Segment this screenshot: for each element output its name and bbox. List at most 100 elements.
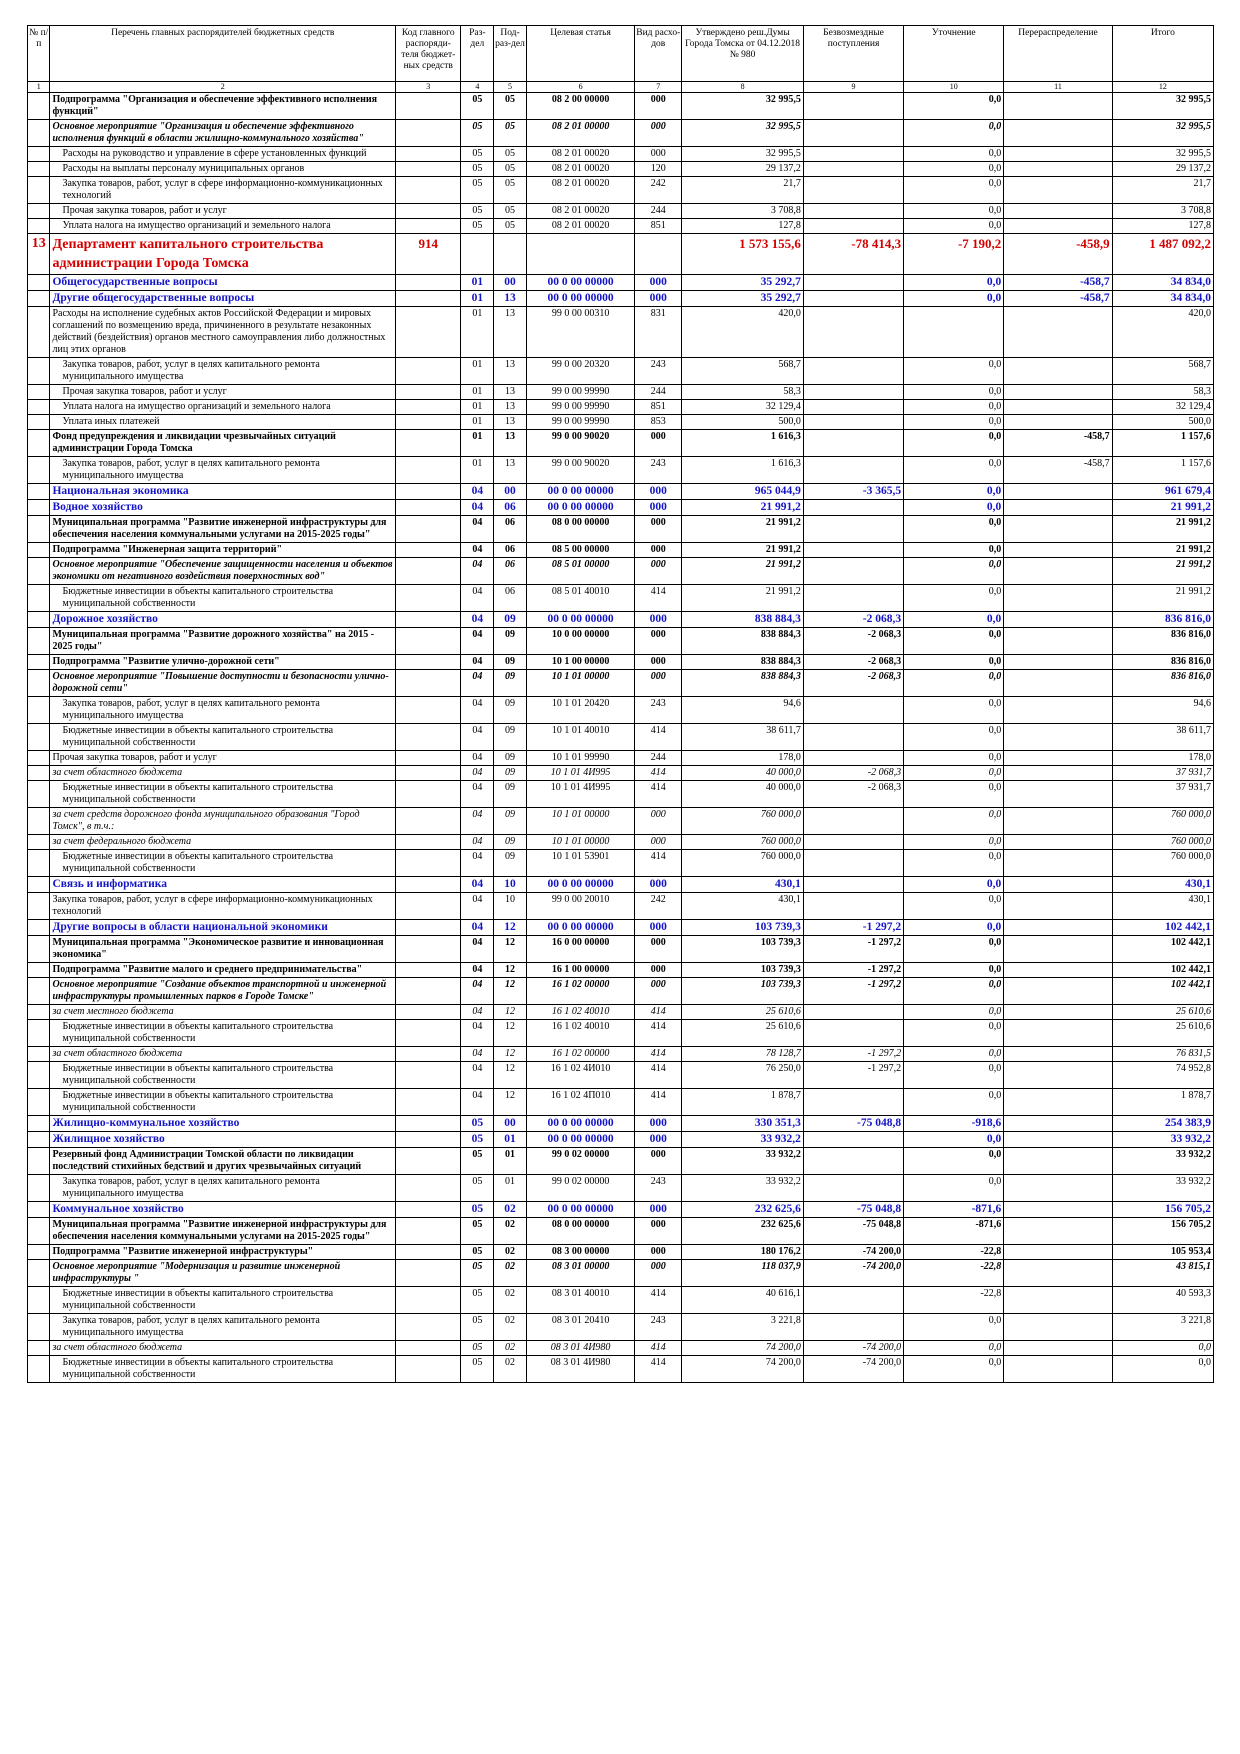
table-row: Закупка товаров, работ, услуг в целях ка… <box>26 696 1215 724</box>
cell-razdel: 04 <box>460 765 495 781</box>
col-header-name: Перечень главных распорядителей бюджетны… <box>49 25 397 82</box>
cell-gratis: -1 297,2 <box>802 935 905 963</box>
cell-redistribution <box>1003 1147 1113 1175</box>
cell-target-item: 10 1 00 00000 <box>525 654 636 670</box>
cell-gratis <box>802 429 905 457</box>
table-row: Подпрограмма "Инженерная защита территор… <box>26 542 1215 558</box>
cell-clarification: -871,6 <box>903 1217 1005 1245</box>
cell-grbs-code <box>395 611 462 628</box>
cell-razdel: 04 <box>460 669 495 697</box>
cell-podrazdel: 02 <box>493 1340 527 1356</box>
cell-gratis <box>802 176 905 204</box>
cell-podrazdel: 09 <box>493 807 527 835</box>
cell-index <box>26 1019 51 1047</box>
cell-target-item: 16 1 02 40010 <box>525 1004 636 1020</box>
cell-index <box>26 203 51 219</box>
cell-redistribution <box>1003 499 1113 516</box>
cell-grbs-code <box>395 1174 462 1202</box>
cell-gratis <box>802 274 905 291</box>
cell-total: 43 815,1 <box>1111 1259 1215 1287</box>
cell-podrazdel: 12 <box>493 977 527 1005</box>
header-row: № п/п Перечень главных распорядителей бю… <box>26 25 1215 82</box>
cell-redistribution <box>1003 1259 1113 1287</box>
cell-index <box>26 542 51 558</box>
cell-name: за счет областного бюджета <box>49 1046 397 1062</box>
cell-grbs-code <box>395 935 462 963</box>
cell-clarification: 0,0 <box>903 834 1005 850</box>
cell-podrazdel: 12 <box>493 1046 527 1062</box>
cell-index <box>26 119 51 147</box>
cell-gratis <box>802 146 905 162</box>
cell-name: Жилищное хозяйство <box>49 1131 397 1148</box>
cell-clarification: 0,0 <box>903 357 1005 385</box>
table-row: Основное мероприятие "Повышение доступно… <box>26 669 1215 697</box>
cell-total: 21,7 <box>1111 176 1215 204</box>
cell-name: Бюджетные инвестиции в объекты капитальн… <box>49 780 397 808</box>
table-row: Основное мероприятие "Модернизация и раз… <box>26 1259 1215 1287</box>
cell-target-item: 08 3 01 40010 <box>525 1286 636 1314</box>
cell-clarification: 0,0 <box>903 1340 1005 1356</box>
cell-approved: 420,0 <box>681 306 804 358</box>
cell-target-item: 16 1 02 40010 <box>525 1019 636 1047</box>
budget-table: № п/п Перечень главных распорядителей бю… <box>26 25 1215 1383</box>
cell-razdel: 05 <box>460 1313 495 1341</box>
cell-gratis: -78 414,3 <box>802 233 905 275</box>
cell-total: 1 878,7 <box>1111 1088 1215 1116</box>
cell-gratis: -2 068,3 <box>802 654 905 670</box>
section-row: Связь и информатика 04 10 00 0 00 00000 000 4… <box>26 876 1215 893</box>
cell-clarification: 0,0 <box>903 627 1005 655</box>
cell-redistribution <box>1003 876 1113 893</box>
cell-razdel: 04 <box>460 892 495 920</box>
cell-name: Закупка товаров, работ, услуг в целях ка… <box>49 696 397 724</box>
cell-redistribution <box>1003 669 1113 697</box>
cell-target-item: 16 1 02 4П010 <box>525 1088 636 1116</box>
cell-total: 836 816,0 <box>1111 627 1215 655</box>
cell-name: Уплата налога на имущество организаций и… <box>49 218 397 234</box>
cell-gratis <box>802 119 905 147</box>
cell-expense-type: 000 <box>634 1259 683 1287</box>
cell-gratis: -2 068,3 <box>802 765 905 781</box>
cell-grbs-code <box>395 876 462 893</box>
cell-redistribution <box>1003 414 1113 430</box>
cell-index <box>26 1217 51 1245</box>
cell-approved: 40 000,0 <box>681 765 804 781</box>
cell-approved: 32 995,5 <box>681 119 804 147</box>
cell-approved: 33 932,2 <box>681 1147 804 1175</box>
cell-index <box>26 584 51 612</box>
cell-razdel: 01 <box>460 414 495 430</box>
col-header-podrazdel: Под-раз-дел <box>493 25 527 82</box>
cell-name: Закупка товаров, работ, услуг в целях ка… <box>49 357 397 385</box>
cell-redistribution <box>1003 306 1113 358</box>
cell-redistribution <box>1003 765 1113 781</box>
cell-target-item: 08 2 01 00020 <box>525 176 636 204</box>
cell-expense-type: 414 <box>634 1061 683 1089</box>
table-row: Закупка товаров, работ, услуг в целях ка… <box>26 456 1215 484</box>
cell-total: 94,6 <box>1111 696 1215 724</box>
table-row: Бюджетные инвестиции в объекты капитальн… <box>26 780 1215 808</box>
table-row: Закупка товаров, работ, услуг в сфере ин… <box>26 176 1215 204</box>
cell-expense-type: 242 <box>634 892 683 920</box>
cell-approved: 838 884,3 <box>681 611 804 628</box>
cell-podrazdel: 09 <box>493 627 527 655</box>
cell-approved: 40 616,1 <box>681 1286 804 1314</box>
cell-approved: 76 250,0 <box>681 1061 804 1089</box>
cell-approved: 838 884,3 <box>681 627 804 655</box>
cell-redistribution <box>1003 627 1113 655</box>
cell-target-item: 99 0 00 99990 <box>525 399 636 415</box>
cell-total: 102 442,1 <box>1111 962 1215 978</box>
cell-name: Подпрограмма "Инженерная защита территор… <box>49 542 397 558</box>
cell-name: за счет федерального бюджета <box>49 834 397 850</box>
cell-redistribution <box>1003 176 1113 204</box>
cell-total: 254 383,9 <box>1111 1115 1215 1132</box>
cell-index <box>26 1340 51 1356</box>
cell-total: 156 705,2 <box>1111 1217 1215 1245</box>
cell-razdel: 04 <box>460 723 495 751</box>
cell-target-item: 99 0 02 00000 <box>525 1174 636 1202</box>
cell-index <box>26 1061 51 1089</box>
cell-approved: 25 610,6 <box>681 1004 804 1020</box>
cell-redistribution <box>1003 723 1113 751</box>
cell-clarification: 0,0 <box>903 414 1005 430</box>
cell-approved: 1 616,3 <box>681 429 804 457</box>
table-row: Бюджетные инвестиции в объекты капитальн… <box>26 849 1215 877</box>
cell-expense-type: 000 <box>634 290 683 307</box>
